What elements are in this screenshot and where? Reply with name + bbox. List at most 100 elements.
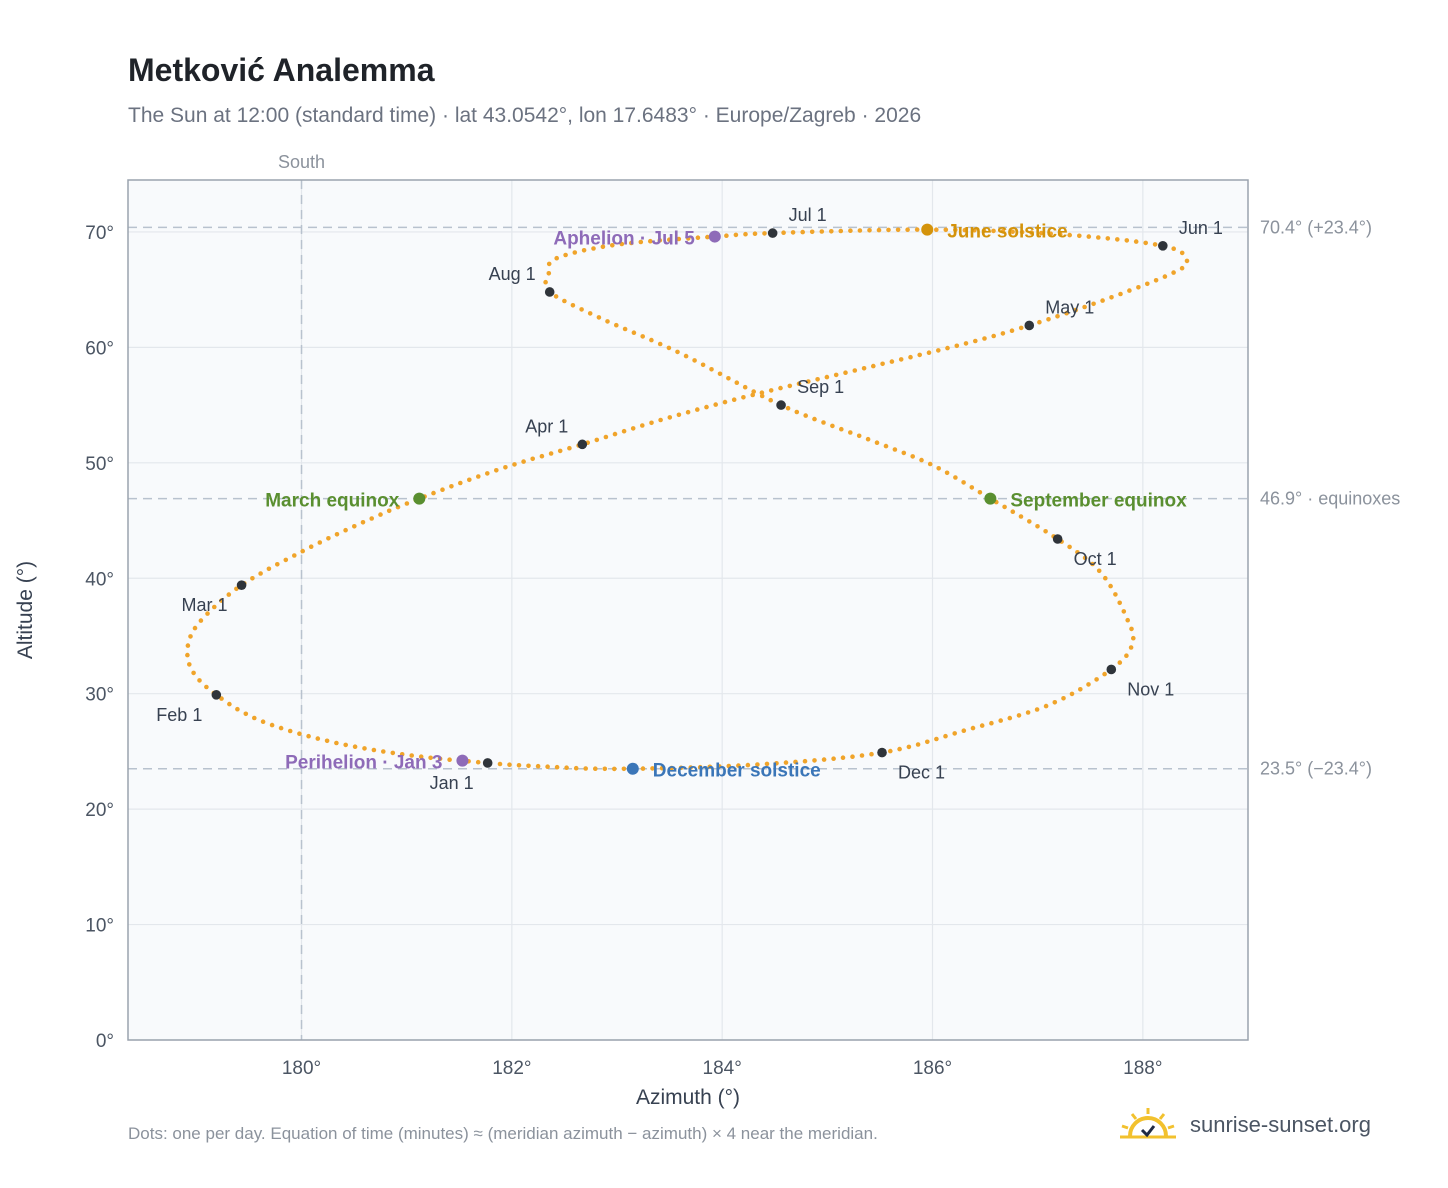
daily-sun-dot bbox=[621, 766, 627, 772]
daily-sun-dot bbox=[865, 436, 871, 442]
daily-sun-dot bbox=[192, 625, 198, 631]
daily-sun-dot bbox=[1052, 700, 1058, 705]
daily-sun-dot bbox=[1048, 231, 1053, 236]
month-marker-dot bbox=[767, 228, 778, 238]
daily-sun-dot bbox=[1082, 555, 1088, 561]
daily-sun-dot bbox=[1010, 509, 1016, 514]
month-marker-label: Sep 1 bbox=[797, 377, 844, 397]
daily-sun-dot bbox=[343, 527, 348, 533]
daily-sun-dot bbox=[362, 746, 367, 751]
daily-sun-dot bbox=[733, 232, 739, 238]
y-tick-label: 20° bbox=[85, 800, 114, 821]
month-marker-label: May 1 bbox=[1045, 297, 1094, 317]
daily-sun-dot bbox=[1010, 229, 1015, 234]
daily-sun-dot bbox=[437, 756, 443, 761]
brand-text[interactable]: sunrise-sunset.org bbox=[1190, 1112, 1371, 1137]
daily-sun-dot bbox=[449, 484, 454, 489]
event-marker-dot bbox=[413, 492, 426, 505]
daily-sun-dot bbox=[793, 759, 798, 765]
daily-sun-dot bbox=[857, 228, 863, 233]
y-tick-label: 50° bbox=[85, 454, 114, 475]
daily-sun-dot bbox=[1077, 233, 1082, 239]
month-marker-dot bbox=[236, 580, 247, 590]
daily-sun-dot bbox=[695, 235, 701, 240]
daily-sun-dot bbox=[1127, 288, 1132, 293]
y-tick-label: 70° bbox=[85, 223, 114, 244]
daily-sun-dot bbox=[1067, 544, 1072, 550]
daily-sun-dot bbox=[743, 231, 748, 237]
daily-sun-dot bbox=[678, 765, 684, 771]
daily-sun-dot bbox=[888, 748, 893, 754]
daily-sun-dot bbox=[638, 239, 644, 245]
daily-sun-dot bbox=[833, 372, 839, 378]
daily-sun-dot bbox=[292, 553, 297, 558]
daily-sun-dot bbox=[1086, 682, 1091, 687]
daily-sun-dot bbox=[676, 236, 682, 242]
daily-sun-dot bbox=[467, 477, 472, 483]
month-marker-label: Aug 1 bbox=[489, 264, 536, 284]
daily-sun-dot bbox=[622, 326, 628, 332]
daily-sun-dot bbox=[185, 652, 190, 658]
daily-sun-dot bbox=[1118, 291, 1123, 297]
month-marker-dot bbox=[1158, 240, 1168, 251]
daily-sun-dot bbox=[812, 416, 817, 422]
daily-sun-dot bbox=[1152, 242, 1158, 247]
x-tick-label: 186° bbox=[913, 1058, 952, 1079]
daily-sun-dot bbox=[764, 761, 770, 767]
daily-sun-dot bbox=[895, 227, 901, 233]
daily-sun-dot bbox=[989, 720, 994, 726]
daily-sun-dot bbox=[981, 228, 987, 233]
daily-sun-dot bbox=[695, 407, 700, 412]
daily-sun-dot bbox=[300, 548, 306, 554]
daily-sun-dot bbox=[880, 361, 885, 367]
daily-sun-dot bbox=[260, 719, 266, 724]
chart-title: Metković Analemma bbox=[128, 52, 435, 88]
daily-sun-dot bbox=[1109, 295, 1114, 300]
daily-sun-dot bbox=[630, 426, 636, 431]
daily-sun-dot bbox=[447, 757, 452, 762]
daily-sun-dot bbox=[1096, 568, 1102, 574]
event-marker-dot bbox=[984, 492, 997, 505]
daily-sun-dot bbox=[610, 243, 615, 248]
daily-sun-dot bbox=[1000, 331, 1006, 336]
daily-sun-dot bbox=[717, 371, 723, 377]
daily-sun-dot bbox=[1115, 237, 1120, 242]
daily-sun-dot bbox=[676, 412, 682, 418]
daily-sun-dot bbox=[731, 397, 737, 403]
daily-sun-dot bbox=[252, 715, 257, 721]
daily-sun-dot bbox=[812, 758, 817, 763]
daily-sun-dot bbox=[619, 241, 625, 247]
daily-sun-dot bbox=[198, 618, 204, 623]
daily-sun-dot bbox=[821, 420, 826, 425]
daily-sun-dot bbox=[1086, 234, 1092, 239]
daily-sun-dot bbox=[1124, 238, 1130, 243]
daily-sun-dot bbox=[1038, 230, 1044, 236]
daily-sun-dot bbox=[297, 731, 302, 736]
daily-sun-dot bbox=[991, 333, 996, 339]
month-marker-label: Feb 1 bbox=[156, 705, 202, 725]
daily-sun-dot bbox=[945, 345, 950, 351]
daily-sun-dot bbox=[1133, 239, 1139, 244]
daily-sun-dot bbox=[1091, 301, 1096, 307]
daily-sun-dot bbox=[258, 571, 263, 576]
daily-sun-dot bbox=[204, 684, 209, 690]
daily-sun-dot bbox=[819, 229, 825, 234]
daily-sun-dot bbox=[783, 760, 789, 765]
x-tick-label: 182° bbox=[492, 1058, 531, 1079]
daily-sun-dot bbox=[659, 765, 665, 771]
daily-sun-dot bbox=[898, 357, 904, 362]
brand-logo[interactable]: sunrise-sunset.org bbox=[1118, 1102, 1388, 1148]
daily-sun-dot bbox=[977, 490, 983, 495]
daily-sun-dot bbox=[926, 350, 932, 356]
daily-sun-dot bbox=[859, 753, 865, 758]
daily-sun-dot bbox=[1000, 229, 1006, 234]
daily-sun-dot bbox=[621, 428, 627, 434]
daily-sun-dot bbox=[507, 762, 512, 767]
daily-sun-dot bbox=[886, 227, 891, 233]
daily-sun-dot bbox=[205, 611, 210, 616]
daily-sun-dot bbox=[800, 229, 805, 235]
daily-sun-dot bbox=[927, 461, 933, 467]
reference-label: 46.9° · equinoxes bbox=[1260, 489, 1400, 509]
daily-sun-dot bbox=[901, 450, 907, 456]
